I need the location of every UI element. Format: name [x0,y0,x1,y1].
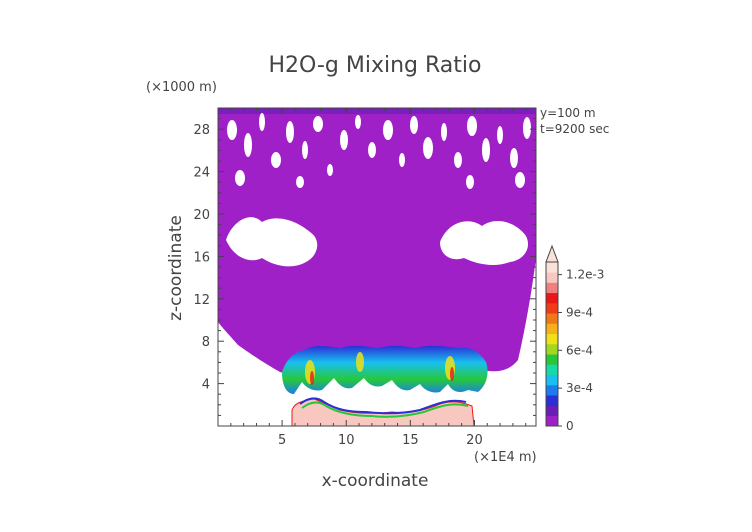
colorbar-tick-label: 1.2e-3 [566,268,604,282]
colorbar-swatch [546,374,558,386]
annotation-y: y=100 m [540,106,596,120]
y-tick-label: 4 [202,378,210,393]
upper-streaks [227,113,531,189]
y-tick-label: 20 [193,208,210,223]
colorbar-swatch [546,333,558,345]
colorbar-swatch [546,282,558,294]
moist-plumes [282,345,488,394]
colorbar-swatch [546,323,558,335]
chart-title: H2O-g Mixing Ratio [269,53,482,78]
y-axis: 4 8 12 16 20 24 28 [193,118,536,416]
x-unit-label: (×1E4 m) [474,450,537,465]
colorbar-swatch [546,292,558,304]
colorbar-swatch [546,313,558,324]
colorbar-tick-label: 0 [566,419,574,433]
colorbar-swatch [546,415,558,427]
colorbar-swatch [546,303,558,314]
colorbar-swatch [546,364,558,376]
colorbar-swatch [546,405,558,417]
x-tick-label: 15 [402,433,419,448]
colorbar-frame [545,261,559,427]
y-tick-label: 16 [193,250,210,265]
colorbar-swatch [546,344,558,355]
x-tick-label: 10 [338,433,355,448]
x-axis: 5 10 15 20 [230,108,527,448]
y-tick-label: 24 [193,166,210,181]
colorbar: 0 3e-4 6e-4 9e-4 1.2e-3 [545,244,604,433]
colorbar-swatch [546,385,558,396]
x-axis-label: x-coordinate [322,471,429,491]
left-void [226,217,318,267]
y-axis-label: z-coordinate [166,215,186,321]
colorbar-swatch [546,272,558,283]
y-tick-label: 28 [193,123,210,138]
colorbar-tick-label: 6e-4 [566,343,593,357]
colorbar-swatch [546,262,558,273]
annotation-time: t=9200 sec [540,122,609,136]
y-tick-label: 8 [202,335,210,350]
right-void [440,221,529,265]
y-unit-label: (×1000 m) [146,80,217,95]
colorbar-tick-label: 9e-4 [566,305,593,319]
heatmap-field [218,108,536,426]
colorbar-swatch [546,395,558,406]
colorbar-extend-arrow [545,244,559,263]
x-tick-label: 5 [278,433,286,448]
vapor-layer [218,108,536,378]
x-tick-label: 20 [466,433,483,448]
colorbar-swatch [546,354,558,365]
surface-ridge [299,397,467,415]
y-tick-label: 12 [193,293,210,308]
colorbar-tick-label: 3e-4 [566,381,593,395]
